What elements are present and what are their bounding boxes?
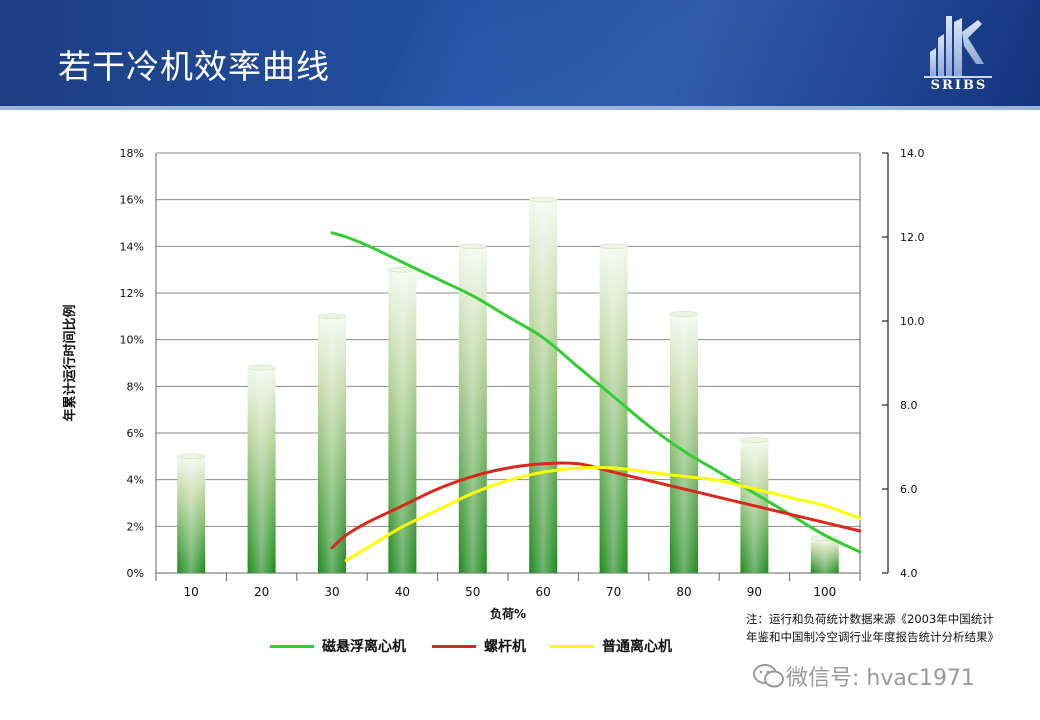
sribs-logo-icon [924, 16, 992, 78]
watermark-text: 微信号: hvac1971 [786, 666, 975, 691]
bar-cap [528, 196, 558, 203]
y-axis-label: 年累计运行时间比例 [62, 304, 78, 421]
y-tick-label: 18% [120, 147, 144, 160]
bar-cap [176, 453, 206, 460]
wechat-watermark: 微信号: hvac1971 [752, 660, 975, 692]
legend-swatch-centrifugal [550, 644, 594, 648]
bar-cap [317, 313, 347, 320]
x-tick-label: 10 [184, 585, 199, 599]
x-tick-label: 30 [324, 585, 339, 599]
bar-cap [669, 311, 699, 317]
legend-label-centrifugal: 普通离心机 [602, 639, 672, 655]
series-line-screw [330, 461, 862, 550]
y2-tick-label: 6.0 [900, 483, 918, 496]
legend-swatch-maglev [270, 644, 314, 648]
y-tick-label: 6% [127, 427, 144, 440]
chart: 0% 2% 4% 6% 8% 10% 12% 14% 16% 18% 10 20 30 40 50 60 70 8… [62, 147, 925, 621]
slide-header [0, 0, 1040, 110]
wechat-icon [753, 664, 784, 688]
bar-highlight [810, 538, 839, 573]
x-tick-label: 100 [813, 585, 836, 599]
series-line-maglev [330, 231, 862, 554]
x-tick-label: 80 [676, 585, 691, 599]
header-divider [0, 106, 1040, 110]
series-line-centrifugal [344, 465, 862, 562]
bar-cap [599, 243, 628, 250]
legend: 磁悬浮离心机 螺杆机 普通离心机 [270, 634, 710, 658]
y-tick-label: 2% [127, 520, 144, 533]
legend-item-maglev: 磁悬浮离心机 [270, 634, 406, 658]
legend-label-screw: 螺杆机 [484, 639, 526, 655]
x-tick-label: 50 [465, 585, 480, 599]
x-tick-label: 20 [254, 585, 269, 599]
y2-tick-label: 4.0 [900, 567, 918, 580]
x-axis-label: 负荷% [490, 606, 526, 621]
legend-item-screw: 螺杆机 [432, 634, 526, 658]
data-source-note: 注：运行和负荷统计数据来源《2003年中国统计年鉴和中国制冷空调行业年度报告统计… [746, 612, 999, 644]
bar-highlight [247, 367, 276, 573]
legend-swatch-screw [432, 644, 476, 648]
bar-highlight [318, 316, 346, 573]
y-tick-label: 16% [120, 194, 144, 207]
bar-highlight [177, 456, 206, 573]
y2-tick-label: 8.0 [900, 399, 918, 412]
y2-tick-label: 10.0 [900, 315, 925, 328]
slide-title: 若干冷机效率曲线 [58, 47, 330, 86]
bar-cap [458, 243, 488, 250]
y-tick-label: 12% [120, 287, 144, 300]
y-tick-label: 4% [127, 474, 144, 487]
y2-tick-label: 12.0 [900, 231, 925, 244]
bar-cap [247, 364, 276, 371]
x-tick-label: 60 [536, 585, 551, 599]
y-tick-label: 10% [120, 334, 144, 347]
y-tick-label: 14% [120, 240, 144, 253]
legend-label-maglev: 磁悬浮离心机 [322, 639, 406, 655]
legend-item-centrifugal: 普通离心机 [550, 634, 672, 658]
x-tick-label: 40 [395, 585, 410, 599]
y-tick-label: 0% [127, 567, 144, 580]
bar-highlight [529, 199, 558, 573]
logo-text: SRIBS [930, 78, 988, 93]
bar-highlight [599, 246, 628, 574]
y-tick-label: 8% [127, 380, 144, 393]
x-tick-label: 90 [747, 585, 762, 599]
y2-tick-label: 14.0 [900, 147, 925, 160]
bar-cap [740, 437, 769, 443]
x-tick-label: 70 [606, 585, 621, 599]
